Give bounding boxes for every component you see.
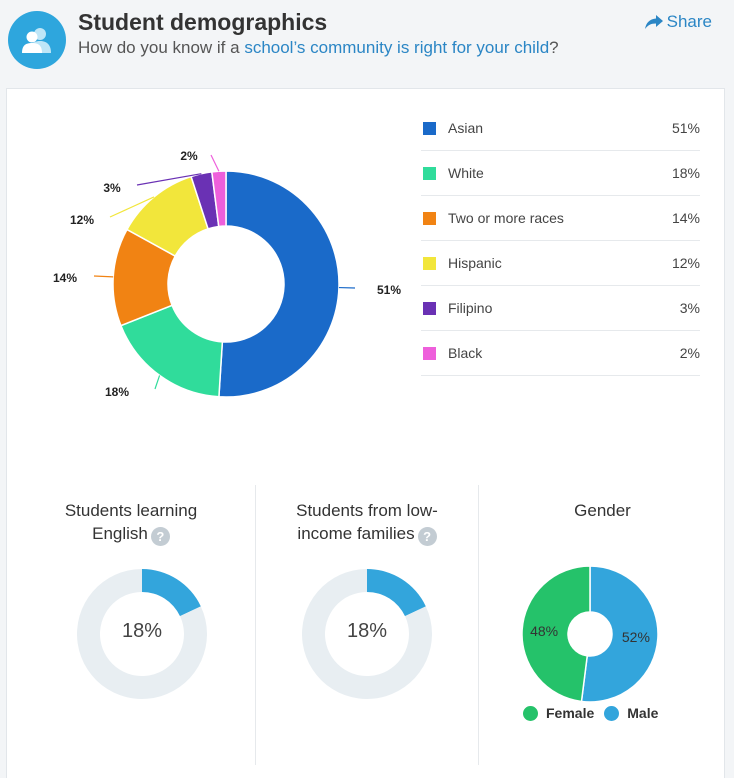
legend-swatch	[423, 347, 436, 360]
gender-legend-male: Male	[604, 705, 658, 721]
legend-value: 2%	[679, 345, 700, 361]
data-label-two-or-more-races: 14%	[53, 271, 77, 285]
leader-line-hispanic	[109, 196, 155, 218]
help-icon[interactable]: ?	[417, 527, 437, 546]
help-icon[interactable]: ?	[150, 527, 170, 546]
low-income-title: Students from low- income families?	[256, 499, 478, 546]
data-label-hispanic: 12%	[70, 213, 94, 227]
leader-line-two-or-more-races	[93, 275, 114, 278]
legend-row-white[interactable]: White 18%	[421, 151, 700, 196]
users-icon	[8, 11, 66, 69]
low-income-value: 18%	[346, 620, 388, 642]
gender-legend: Female Male	[523, 705, 668, 721]
english-title-line2: English	[92, 524, 148, 543]
page-title: Student demographics	[78, 9, 328, 35]
legend-value: 3%	[679, 300, 700, 316]
income-title-line2: income families	[297, 524, 415, 543]
gender-panel: Gender 52% 48% Female Male	[478, 485, 726, 765]
english-learners-value: 18%	[121, 620, 163, 642]
gender-label-male: 52%	[622, 629, 650, 645]
low-income-ring	[302, 569, 432, 699]
gender-slice-female[interactable]	[521, 565, 591, 703]
legend-value: 14%	[671, 210, 700, 226]
data-label-white: 18%	[105, 385, 129, 399]
ring-segment-students-learning-english	[142, 569, 201, 617]
legend-swatch	[423, 257, 436, 270]
ring-segment-other	[302, 569, 432, 699]
legend-swatch	[423, 122, 436, 135]
legend-label: Two or more races	[448, 210, 564, 226]
ring-segment-other	[76, 569, 207, 699]
legend-value: 12%	[671, 255, 700, 271]
gender-legend-female: Female	[523, 705, 594, 721]
english-learners-panel: Students learning English? 18%	[7, 485, 255, 765]
subtitle-prefix: How do you know if a	[78, 38, 245, 57]
legend-row-black[interactable]: Black 2%	[421, 331, 700, 376]
subtitle-suffix: ?	[549, 38, 559, 57]
leader-line-filipino	[136, 173, 202, 186]
gender-label-female: 48%	[530, 623, 558, 639]
low-income-panel: Students from low- income families? 18%	[255, 485, 478, 765]
english-title-line1: Students learning	[64, 501, 198, 520]
legend-value: 51%	[671, 120, 700, 136]
legend-label: Filipino	[448, 300, 493, 316]
data-label-asian: 51%	[377, 283, 401, 297]
data-label-filipino: 3%	[103, 181, 121, 195]
legend-row-hispanic[interactable]: Hispanic 12%	[421, 241, 700, 286]
legend-swatch	[423, 302, 436, 315]
ethnicity-donut-chart: 51% 18% 14% 12% 3% 2%	[53, 149, 401, 399]
legend-label: Hispanic	[448, 255, 502, 271]
legend-swatch	[423, 167, 436, 180]
income-title-line1: Students from low-	[296, 501, 438, 520]
leader-line-black	[210, 154, 220, 172]
share-label: Share	[666, 12, 712, 31]
gender-slice-male[interactable]	[580, 565, 659, 703]
share-arrow-icon	[644, 15, 663, 29]
legend-swatch	[423, 212, 436, 225]
ring-segment-students-from-low-income-families	[367, 569, 426, 617]
legend-label: Black	[448, 345, 483, 361]
ethnicity-legend: Asian 51% White 18% Two or more races 14% Hisp…	[421, 106, 700, 376]
female-label: Female	[546, 705, 595, 721]
community-link[interactable]: school’s community is right for your chi…	[244, 38, 550, 57]
legend-value: 18%	[671, 165, 700, 181]
gender-title: Gender	[574, 501, 631, 520]
english-learners-title: Students learning English?	[7, 499, 255, 546]
male-dot	[604, 705, 620, 721]
legend-row-two-or-more-races[interactable]: Two or more races 14%	[421, 196, 700, 241]
english-learners-ring	[76, 569, 207, 699]
data-label-black: 2%	[180, 149, 198, 163]
header: Student demographics How do you know if …	[0, 0, 734, 88]
share-button[interactable]: Share	[644, 12, 712, 32]
legend-row-asian[interactable]: Asian 51%	[421, 106, 700, 151]
leader-line-white	[154, 375, 161, 390]
legend-row-filipino[interactable]: Filipino 3%	[421, 286, 700, 331]
legend-label: Asian	[448, 120, 484, 136]
female-dot	[523, 705, 538, 721]
male-label: Male	[627, 705, 659, 721]
legend-label: White	[448, 165, 484, 181]
gender-donut-chart: 52% 48%	[521, 565, 659, 703]
slice-asian[interactable]	[218, 170, 340, 398]
slice-black[interactable]	[210, 170, 227, 228]
page-subtitle: How do you know if a school’s community …	[78, 38, 559, 58]
demographics-card: 51% 18% 14% 12% 3% 2% Asian 51% White 18% Two or …	[6, 88, 725, 778]
